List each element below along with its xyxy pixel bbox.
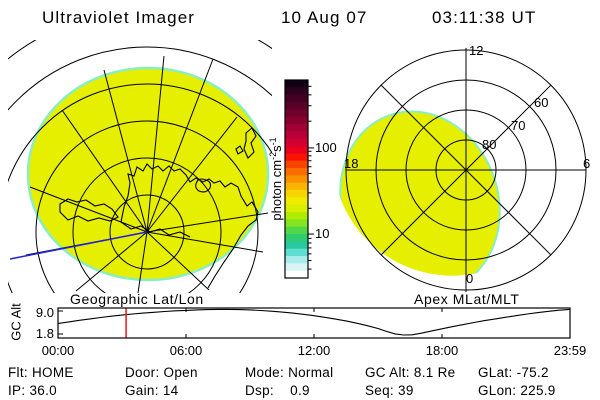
gc-xtick-1800: 18:00 [425, 343, 459, 358]
status-flt: Flt: HOME [8, 365, 74, 380]
date-display: 10 Aug 07 [281, 8, 368, 27]
colorbar-unit-s: s [269, 145, 285, 152]
status-glon: GLon: 225.9 [478, 383, 556, 398]
status-gc-alt: GC Alt: 8.1 Re [365, 365, 456, 380]
colorbar-unit-base: photon cm [269, 159, 285, 221]
left-map-caption: Geographic Lat/Lon [70, 291, 204, 307]
gc-alt-frame [57, 307, 571, 339]
status-glat: GLat: -75.2 [478, 365, 549, 380]
mlt-label-12: 12 [469, 43, 484, 58]
mlt-label-6: 6 [583, 156, 591, 171]
gc-alt-curve [58, 308, 570, 336]
colorbar [284, 79, 314, 279]
gc-ytick-lo: 1.8 [35, 326, 54, 341]
colorbar-tick-10: 10 [315, 226, 330, 242]
geographic-map-panel [8, 40, 272, 293]
colorbar-ticks [308, 85, 314, 270]
mlat-label-70: 70 [511, 118, 526, 133]
geo-meridians [25, 55, 269, 293]
mlat-label-60: 60 [534, 95, 549, 110]
time-display: 03:11:38 UT [432, 8, 537, 27]
colorbar-bands [285, 80, 308, 279]
gc-ytick-hi: 9.0 [35, 305, 54, 320]
coastline [59, 127, 259, 289]
status-seq: Seq: 39 [365, 383, 414, 398]
status-door: Door: Open [125, 365, 198, 380]
mlt-label-18: 18 [344, 156, 359, 171]
colorbar-unit-exp2: -1 [267, 137, 278, 146]
colorbar-unit-label: photon cm-2s-1 [267, 137, 285, 221]
status-gain: Gain: 14 [125, 383, 179, 398]
gc-xtick-0600: 06:00 [169, 343, 203, 358]
gc-alt-ylabel: GC Alt [8, 303, 24, 341]
colorbar-tick-100: 100 [315, 139, 337, 155]
gc-alt-panel [57, 307, 571, 339]
geo-lat-circles [8, 40, 272, 293]
spacecraft-track-line [9, 231, 148, 260]
colorbar-unit-exp1: -2 [267, 151, 278, 160]
mlat-label-80: 80 [482, 137, 497, 152]
mlt-label-0: 0 [466, 271, 474, 286]
gc-xtick-2359: 23:59 [553, 343, 587, 358]
status-mode: Mode: Normal [245, 365, 334, 380]
uvi-image-disc [26, 66, 270, 282]
gc-xtick-1200: 12:00 [297, 343, 331, 358]
status-dsp: Dsp: 0.9 [245, 383, 310, 398]
gc-xtick-0000: 00:00 [41, 343, 75, 358]
mlt-spokes [346, 48, 586, 292]
instrument-title: Ultraviolet Imager [42, 8, 196, 27]
apex-polar-panel [339, 48, 587, 294]
polar-plot-caption: Apex MLat/MLT [414, 291, 520, 307]
colorbar-frame [284, 79, 309, 279]
status-ip: IP: 36.0 [8, 383, 57, 398]
